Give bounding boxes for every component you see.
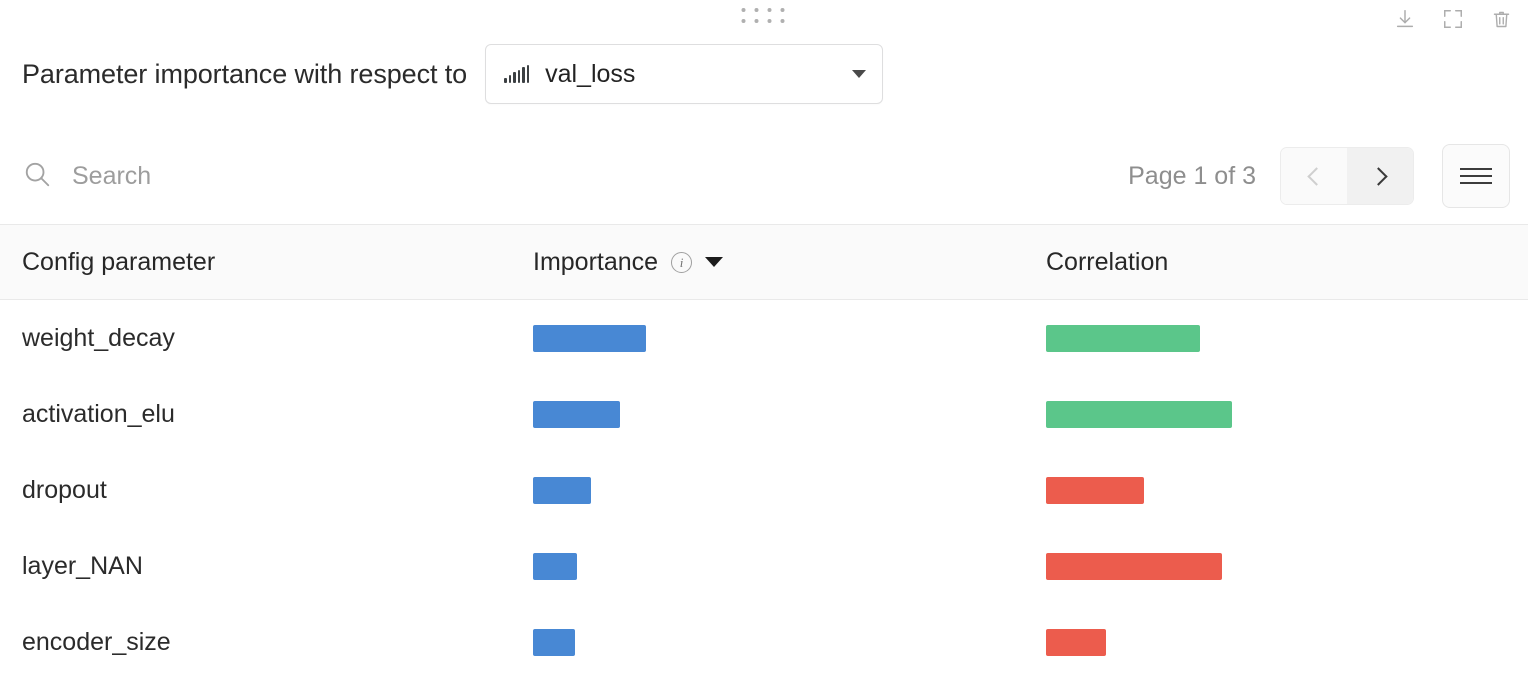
cell-importance (533, 476, 1046, 504)
panel-actions (1392, 6, 1514, 32)
drag-dot (767, 19, 772, 23)
search-input[interactable] (72, 161, 492, 191)
bar-chart-icon (504, 65, 530, 83)
column-header-config-parameter[interactable]: Config parameter (22, 247, 216, 276)
cell-correlation (1046, 628, 1528, 656)
cell-config-parameter: dropout (0, 476, 533, 505)
cell-config-parameter: layer_NAN (0, 552, 533, 581)
table-row[interactable]: activation_elu (0, 376, 1528, 452)
importance-bar (533, 628, 575, 656)
table-controls: Page 1 of 3 (0, 130, 1528, 222)
table-row[interactable]: weight_decay (0, 300, 1528, 376)
column-header-importance[interactable]: Importance i (533, 248, 1046, 277)
metric-select[interactable]: val_loss (485, 44, 884, 104)
drag-dot (754, 8, 759, 12)
correlation-bar (1046, 476, 1144, 504)
pagination-prev-button[interactable] (1281, 148, 1347, 204)
cell-importance (533, 628, 1046, 656)
cell-importance (533, 400, 1046, 428)
config-parameter-label: activation_elu (22, 399, 175, 428)
drag-dot (767, 8, 772, 12)
table-row[interactable]: encoder_size (0, 604, 1528, 680)
cell-correlation (1046, 400, 1528, 428)
correlation-bar (1046, 628, 1106, 656)
chevron-down-icon (852, 70, 867, 78)
cell-config-parameter: weight_decay (0, 324, 533, 353)
drag-dot (741, 19, 746, 23)
config-parameter-label: encoder_size (22, 627, 171, 656)
pagination-next-button[interactable] (1347, 148, 1413, 204)
chevron-right-icon (1368, 166, 1388, 186)
hamburger-line (1460, 182, 1492, 184)
cell-importance (533, 324, 1046, 352)
correlation-bar (1046, 552, 1222, 580)
panel-header: Parameter importance with respect to val… (22, 44, 1528, 104)
parameter-importance-table: Config parameter Importance i Correlatio… (0, 224, 1528, 684)
sort-descending-icon[interactable] (705, 257, 724, 267)
importance-bar (533, 324, 646, 352)
panel-drag-handle[interactable] (741, 8, 787, 25)
importance-bar (533, 476, 591, 504)
drag-dot (754, 19, 759, 23)
column-header-correlation[interactable]: Correlation (1046, 247, 1169, 276)
importance-bar (533, 552, 577, 580)
search-area (22, 159, 1128, 194)
config-parameter-label: weight_decay (22, 323, 175, 352)
fullscreen-icon[interactable] (1440, 6, 1466, 32)
cell-correlation (1046, 324, 1528, 352)
drag-dot (741, 8, 746, 12)
search-icon (22, 159, 52, 194)
correlation-bar (1046, 324, 1200, 352)
pagination-controls (1280, 147, 1414, 205)
table-row[interactable]: layer_NAN (0, 528, 1528, 604)
drag-dot (780, 19, 785, 23)
cell-correlation (1046, 552, 1528, 580)
download-icon[interactable] (1392, 6, 1418, 32)
pagination-label: Page 1 of 3 (1128, 161, 1256, 190)
drag-dot (780, 8, 785, 12)
page-title: Parameter importance with respect to (22, 58, 468, 89)
cell-importance (533, 552, 1046, 580)
hamburger-line (1460, 175, 1492, 177)
table-header-row: Config parameter Importance i Correlatio… (0, 224, 1528, 300)
table-options-button[interactable] (1442, 144, 1510, 208)
cell-correlation (1046, 476, 1528, 504)
cell-config-parameter: activation_elu (0, 400, 533, 429)
metric-select-value: val_loss (545, 59, 636, 88)
hamburger-line (1460, 168, 1492, 170)
correlation-bar (1046, 400, 1232, 428)
chevron-left-icon (1306, 166, 1326, 186)
trash-icon[interactable] (1488, 6, 1514, 32)
info-icon[interactable]: i (671, 251, 693, 273)
table-row[interactable]: dropout (0, 452, 1528, 528)
cell-config-parameter: encoder_size (0, 628, 533, 657)
config-parameter-label: layer_NAN (22, 551, 143, 580)
importance-bar (533, 400, 620, 428)
config-parameter-label: dropout (22, 475, 107, 504)
